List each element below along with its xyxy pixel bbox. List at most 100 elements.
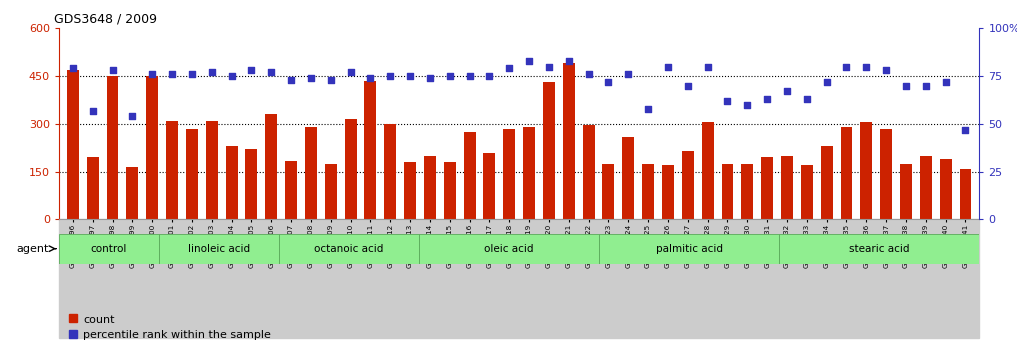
Bar: [781, 156, 793, 219]
Bar: [860, 122, 873, 219]
Bar: [226, 146, 238, 219]
Bar: [205, 121, 218, 219]
Point: [402, 73, 418, 79]
Bar: [67, 70, 79, 219]
Point: [362, 75, 378, 81]
Point: [84, 108, 101, 113]
Bar: [721, 164, 733, 219]
Point: [759, 96, 775, 102]
Bar: [443, 162, 456, 219]
Bar: [761, 157, 773, 219]
Bar: [523, 127, 535, 219]
Bar: [940, 159, 952, 219]
Point: [343, 69, 359, 75]
Bar: [602, 164, 614, 219]
Bar: [642, 164, 654, 219]
Text: palmitic acid: palmitic acid: [656, 244, 723, 254]
Point: [620, 72, 637, 77]
Point: [798, 96, 815, 102]
Bar: [483, 153, 495, 219]
Bar: [900, 164, 912, 219]
Text: oleic acid: oleic acid: [484, 244, 534, 254]
Point: [938, 79, 954, 85]
Point: [203, 69, 220, 75]
Point: [898, 83, 914, 88]
Point: [957, 127, 973, 132]
Point: [303, 75, 319, 81]
FancyBboxPatch shape: [159, 234, 279, 264]
Bar: [59, 219, 979, 338]
Point: [779, 88, 795, 94]
Point: [144, 72, 161, 77]
Point: [838, 64, 854, 69]
Point: [700, 64, 716, 69]
Point: [600, 79, 616, 85]
Point: [422, 75, 438, 81]
Point: [858, 64, 875, 69]
Text: octanoic acid: octanoic acid: [314, 244, 383, 254]
Point: [581, 72, 597, 77]
FancyBboxPatch shape: [419, 234, 599, 264]
Point: [481, 73, 497, 79]
Point: [819, 79, 835, 85]
Point: [441, 73, 458, 79]
Bar: [662, 165, 674, 219]
Text: GDS3648 / 2009: GDS3648 / 2009: [54, 13, 158, 26]
Bar: [464, 132, 476, 219]
Bar: [404, 162, 416, 219]
Point: [501, 65, 518, 71]
Bar: [919, 156, 932, 219]
Bar: [840, 127, 852, 219]
Bar: [424, 156, 436, 219]
FancyBboxPatch shape: [279, 234, 419, 264]
Point: [65, 65, 81, 71]
Point: [124, 113, 140, 119]
Point: [521, 58, 537, 64]
Bar: [305, 127, 317, 219]
Bar: [86, 157, 99, 219]
Point: [224, 73, 240, 79]
Bar: [821, 146, 833, 219]
Point: [878, 68, 894, 73]
Point: [164, 72, 180, 77]
Bar: [186, 129, 198, 219]
Text: linoleic acid: linoleic acid: [188, 244, 250, 254]
Bar: [146, 76, 159, 219]
Bar: [107, 76, 119, 219]
Point: [719, 98, 735, 104]
Bar: [503, 129, 516, 219]
Bar: [583, 126, 595, 219]
Point: [184, 72, 200, 77]
Bar: [384, 124, 397, 219]
Bar: [324, 164, 337, 219]
Point: [283, 77, 299, 83]
FancyBboxPatch shape: [779, 234, 979, 264]
Bar: [345, 119, 357, 219]
Point: [105, 68, 121, 73]
Bar: [741, 164, 754, 219]
Point: [541, 64, 557, 69]
Point: [263, 69, 280, 75]
Bar: [959, 169, 971, 219]
FancyBboxPatch shape: [599, 234, 779, 264]
Point: [679, 83, 696, 88]
Text: control: control: [91, 244, 127, 254]
Text: stearic acid: stearic acid: [849, 244, 909, 254]
Bar: [880, 129, 892, 219]
Bar: [126, 167, 138, 219]
Bar: [245, 149, 257, 219]
Bar: [166, 121, 178, 219]
Legend: count, percentile rank within the sample: count, percentile rank within the sample: [64, 310, 276, 345]
Bar: [622, 137, 635, 219]
Point: [917, 83, 934, 88]
FancyBboxPatch shape: [59, 234, 159, 264]
Bar: [562, 63, 575, 219]
Point: [640, 106, 656, 112]
Bar: [364, 81, 376, 219]
Bar: [800, 165, 813, 219]
Bar: [702, 122, 714, 219]
Bar: [265, 114, 278, 219]
Bar: [543, 82, 555, 219]
Point: [739, 102, 756, 108]
Bar: [285, 161, 297, 219]
